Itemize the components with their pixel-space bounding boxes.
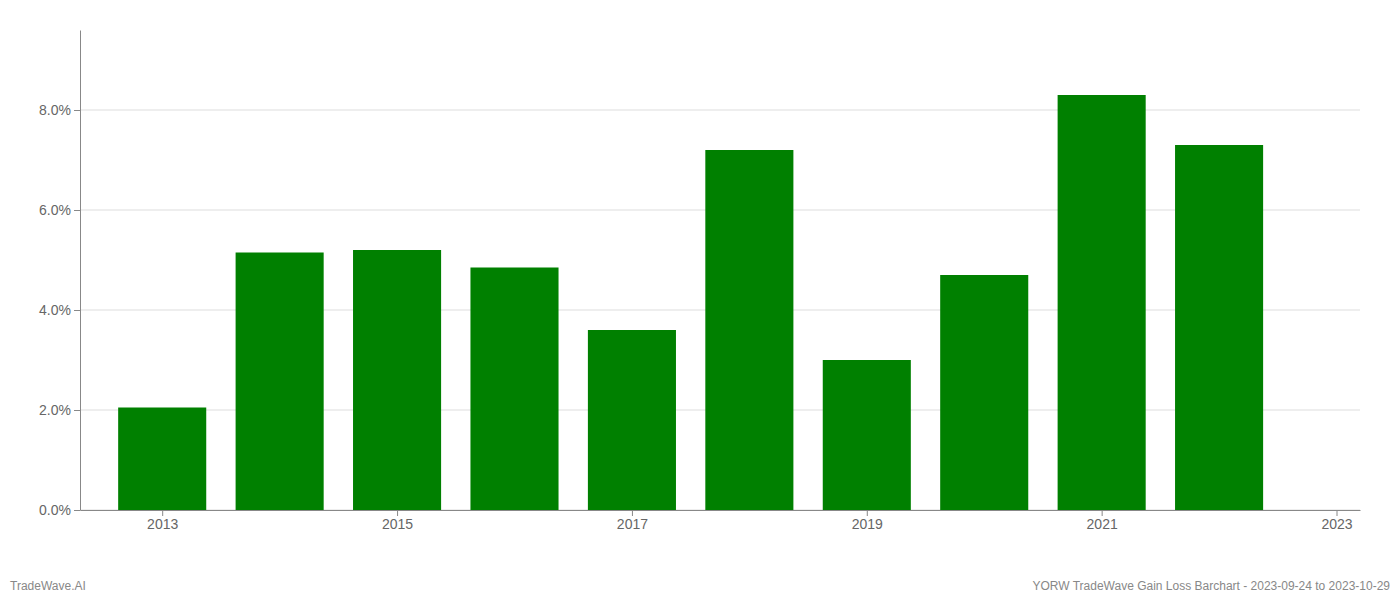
x-axis: 2013 2015 2017 2019 2021 2023 (81, 510, 1361, 532)
bar (470, 268, 558, 511)
y-axis: 0.0% 2.0% 4.0% 6.0% 8.0% (39, 31, 80, 518)
annotation: YORW TradeWave Gain Loss Barchart - 2023… (1032, 579, 1390, 593)
tick: 8.0% (39, 102, 80, 118)
chart: 2013 2015 2017 2019 2021 2023 0.0% 2.0% 4.0% 6.0%… (0, 0, 1400, 600)
tick: 6.0% (39, 202, 80, 218)
tick-mark (74, 210, 80, 211)
tick-label: 2.0% (39, 402, 71, 418)
grid (80, 110, 1360, 510)
bar (1058, 95, 1146, 510)
tick-label: 4.0% (39, 302, 71, 318)
bar (236, 253, 324, 511)
tick-mark (74, 310, 80, 311)
tick: 2015 (382, 510, 413, 532)
tick: 2019 (852, 510, 883, 532)
tick-mark (74, 510, 80, 511)
tick-label: 6.0% (39, 202, 71, 218)
tick: 2017 (617, 510, 648, 532)
tick: 0.0% (39, 502, 80, 518)
footer: TradeWave.AI YORW TradeWave Gain Loss Bar… (10, 579, 1390, 593)
tick-label: 2015 (382, 516, 413, 532)
tick: 2013 (147, 510, 178, 532)
axis-line (80, 31, 81, 511)
tick-label: 2021 (1087, 516, 1118, 532)
tick: 2021 (1087, 510, 1118, 532)
axis-line (81, 510, 1361, 511)
tick-label: 2017 (617, 516, 648, 532)
tick: 4.0% (39, 302, 80, 318)
tick-label: 2023 (1321, 516, 1352, 532)
tick-mark (74, 410, 80, 411)
bar (353, 250, 441, 510)
bars (118, 95, 1263, 510)
bar (118, 408, 206, 511)
tick-label: 0.0% (39, 502, 71, 518)
bar (1175, 145, 1263, 510)
tick: 2023 (1321, 510, 1352, 532)
bar (823, 360, 911, 510)
tick-mark (74, 110, 80, 111)
grid-line (80, 110, 1360, 111)
tick-label: 8.0% (39, 102, 71, 118)
tick: 2.0% (39, 402, 80, 418)
tick-label: 2019 (852, 516, 883, 532)
bar (588, 330, 676, 510)
bar (940, 275, 1028, 510)
annotation: TradeWave.AI (10, 579, 86, 593)
bar (705, 150, 793, 510)
tick-label: 2013 (147, 516, 178, 532)
